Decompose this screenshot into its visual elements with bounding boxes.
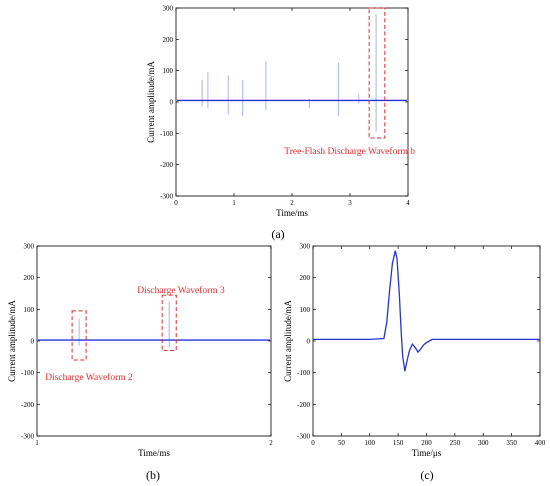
annotation-label: Tree-Flash Discharge Waveform b bbox=[284, 146, 415, 157]
y-tick-label: 300 bbox=[24, 243, 35, 251]
x-tick-label: 1 bbox=[232, 199, 236, 207]
x-tick-label: 0 bbox=[311, 439, 315, 447]
x-tick-label: 3 bbox=[348, 199, 352, 207]
y-axis-label: Current amplitude/mA bbox=[7, 300, 17, 382]
plot-frame bbox=[312, 245, 541, 437]
x-tick-label: 400 bbox=[535, 439, 546, 447]
x-tick-label: 50 bbox=[338, 439, 346, 447]
x-tick-label: 2 bbox=[290, 199, 294, 207]
plot-frame bbox=[175, 7, 409, 197]
y-tick-label: 0 bbox=[307, 338, 311, 346]
annotation-box bbox=[161, 294, 177, 352]
x-tick-label: 100 bbox=[365, 439, 376, 447]
x-tick-label: 150 bbox=[393, 439, 404, 447]
panel-label-a: (a) bbox=[271, 227, 284, 241]
chart-b: -300 -200 -100 0 100 200 300 1 2 Time/ms Current a… bbox=[7, 243, 273, 459]
y-tick-label: 300 bbox=[300, 243, 311, 251]
plot-frame bbox=[36, 245, 272, 437]
y-tick-label: 0 bbox=[170, 99, 174, 107]
x-axis-label: Time/ms bbox=[276, 208, 308, 218]
y-tick-label: 0 bbox=[31, 338, 35, 346]
y-tick-label: 300 bbox=[163, 5, 174, 13]
y-tick-label: 100 bbox=[24, 306, 35, 314]
annotation-box bbox=[368, 7, 386, 139]
y-tick-label: 200 bbox=[24, 274, 35, 282]
y-tick-label: -300 bbox=[160, 193, 173, 201]
x-axis-label: Time/ms bbox=[138, 448, 170, 458]
y-tick-label: -300 bbox=[297, 433, 310, 441]
x-tick-label: 2 bbox=[269, 439, 273, 447]
panel-label-b: (b) bbox=[146, 468, 160, 482]
annotation-label: Discharge Waveform 2 bbox=[45, 372, 133, 383]
annotation-box bbox=[71, 310, 87, 361]
y-tick-label: -200 bbox=[21, 401, 34, 409]
x-tick-label: 200 bbox=[421, 439, 432, 447]
y-tick-label: -300 bbox=[21, 433, 34, 441]
chart-a: -300 -200 -100 0 100 200 300 0 1 2 3 4 Time/ms Curren… bbox=[146, 5, 415, 219]
y-tick-label: -200 bbox=[160, 161, 173, 169]
x-axis-label: Time/μs bbox=[412, 448, 442, 458]
x-tick-label: 1 bbox=[35, 439, 39, 447]
waveform-line bbox=[313, 250, 540, 372]
y-tick-label: -100 bbox=[21, 369, 34, 377]
y-tick-label: -100 bbox=[297, 369, 310, 377]
y-axis-label: Current amplitude/mA bbox=[283, 300, 293, 382]
x-tick-label: 0 bbox=[174, 199, 178, 207]
y-tick-label: 100 bbox=[300, 306, 311, 314]
y-tick-label: 200 bbox=[300, 274, 311, 282]
x-tick-label: 300 bbox=[478, 439, 489, 447]
annotation-label: Discharge Waveform 3 bbox=[137, 285, 225, 296]
y-tick-label: -200 bbox=[297, 401, 310, 409]
y-tick-label: 200 bbox=[163, 36, 174, 44]
chart-c: -300 -200 -100 0 100 200 300 0 50 100 150 200 250 300… bbox=[283, 243, 546, 459]
x-tick-label: 4 bbox=[406, 199, 410, 207]
y-tick-label: -100 bbox=[160, 130, 173, 138]
x-tick-label: 350 bbox=[506, 439, 517, 447]
y-tick-label: 100 bbox=[163, 67, 174, 75]
panel-label-c: (c) bbox=[420, 468, 433, 482]
x-tick-label: 250 bbox=[450, 439, 461, 447]
y-axis-label: Current amplitude/mA bbox=[146, 61, 156, 143]
